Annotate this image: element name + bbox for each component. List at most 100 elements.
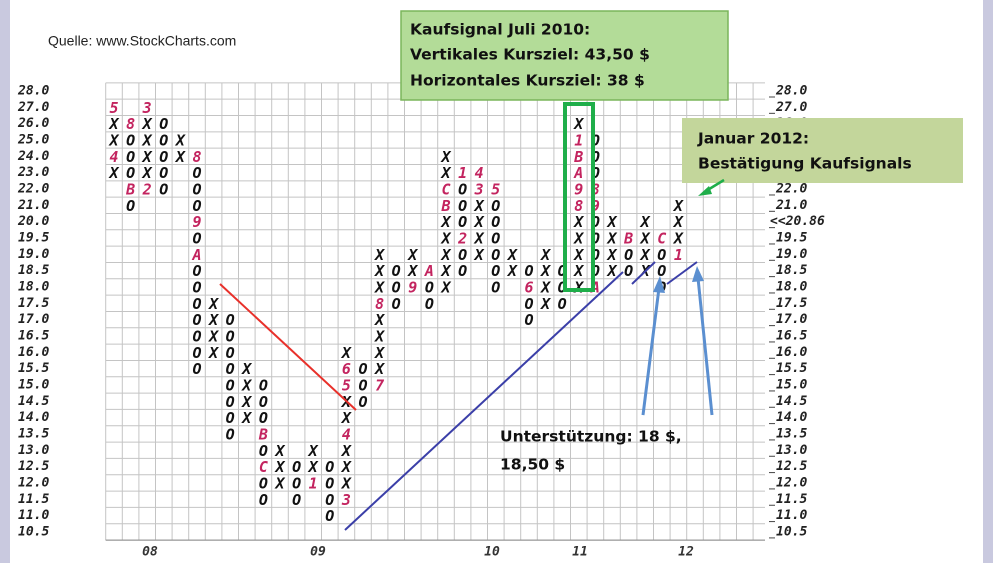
box-mark: X <box>605 229 617 247</box>
box-mark: O <box>226 311 235 329</box>
y-tick-label: 15.5 <box>18 361 49 376</box>
box-mark: O <box>325 491 334 509</box>
box-mark: O <box>259 474 268 492</box>
y-tick-label: 14.0 <box>18 410 49 425</box>
y-tick-label-right: 10.5 <box>776 524 807 539</box>
box-mark: X <box>141 115 153 133</box>
box-mark: O <box>591 164 600 182</box>
month-mark: 9 <box>192 213 201 231</box>
month-mark: 1 <box>309 474 318 492</box>
box-mark: X <box>539 246 551 264</box>
signal-column-frame <box>563 102 595 292</box>
box-mark: X <box>572 115 584 133</box>
month-mark: 8 <box>375 295 384 313</box>
month-mark: B <box>125 180 135 198</box>
box-mark: O <box>159 131 168 149</box>
y-tick-label-right: 22.0 <box>775 181 807 196</box>
box-mark: X <box>406 246 418 264</box>
box-mark: O <box>358 376 367 394</box>
y-tick-label-right: 27.0 <box>775 100 807 115</box>
box-mark: O <box>491 197 500 215</box>
box-mark: X <box>240 393 252 411</box>
box-mark: O <box>292 458 301 476</box>
box-mark: X <box>273 458 285 476</box>
box-mark: X <box>373 278 385 296</box>
arrow <box>641 287 661 416</box>
source: Quelle: www.StockCharts.com <box>48 33 236 49</box>
box-mark: O <box>126 131 135 149</box>
box-mark: O <box>657 262 666 280</box>
box-mark: O <box>159 115 168 133</box>
y-tick-label: 26.0 <box>17 116 49 131</box>
box-mark: O <box>657 246 666 264</box>
y-tick-label-right: 15.5 <box>776 361 807 376</box>
box-mark: X <box>672 229 684 247</box>
box-mark: O <box>192 262 201 280</box>
box-mark: X <box>240 376 252 394</box>
note-line: Bestätigung Kaufsignals <box>698 155 912 173</box>
box-mark: O <box>259 491 268 509</box>
month-mark: 8 <box>591 180 600 198</box>
year-label: 09 <box>310 545 326 560</box>
month-mark: 3 <box>341 491 351 509</box>
y-tick-label: 16.5 <box>18 328 49 343</box>
month-mark: 5 <box>109 99 118 117</box>
y-tick-label: 27.0 <box>17 100 49 115</box>
box-mark: X <box>373 327 385 345</box>
y-tick-label: 15.0 <box>18 377 49 392</box>
box-mark: O <box>558 278 567 296</box>
box-mark: X <box>273 474 285 492</box>
box-mark: X <box>473 197 485 215</box>
month-mark: A <box>573 164 583 182</box>
box-mark: X <box>307 458 319 476</box>
y-tick-label-right: 13.5 <box>776 426 807 441</box>
box-mark: X <box>572 262 584 280</box>
box-mark: O <box>591 131 600 149</box>
box-mark: X <box>439 148 451 166</box>
box-mark: X <box>240 360 252 378</box>
support-note: Unterstützung: 18 $, <box>500 428 682 446</box>
y-tick-label: 22.0 <box>17 181 49 196</box>
y-tick-label: 24.0 <box>17 149 49 164</box>
month-mark: 3 <box>142 99 152 117</box>
month-mark: 5 <box>491 180 500 198</box>
box-mark: X <box>439 213 451 231</box>
arrow-head <box>653 276 665 293</box>
month-mark: 2 <box>142 180 152 198</box>
arrow <box>696 277 714 416</box>
box-mark: X <box>672 197 684 215</box>
y-tick-label-right: 11.0 <box>776 508 807 523</box>
box-mark: X <box>473 213 485 231</box>
box-mark: O <box>192 360 201 378</box>
y-tick-label: 11.0 <box>18 508 49 523</box>
box-mark: O <box>558 295 567 313</box>
box-mark: O <box>226 376 235 394</box>
signal-note: Kaufsignal Juli 2010: Vertikales Kurszie… <box>400 10 729 101</box>
month-mark: 3 <box>474 180 484 198</box>
y-tick-label: 19.5 <box>18 230 49 245</box>
box-mark: O <box>558 262 567 280</box>
month-mark: 4 <box>109 148 118 166</box>
month-mark: 1 <box>574 131 583 149</box>
box-mark: X <box>639 229 651 247</box>
box-mark: O <box>126 164 135 182</box>
y-tick-label: 18.5 <box>18 263 49 278</box>
box-mark: X <box>373 262 385 280</box>
y-tick-label: 23.0 <box>17 165 49 180</box>
month-mark: B <box>623 229 633 247</box>
box-mark: O <box>491 213 500 231</box>
box-mark: X <box>307 442 319 460</box>
box-mark: O <box>591 148 600 166</box>
month-mark: 1 <box>674 246 683 264</box>
month-mark: B <box>573 148 583 166</box>
box-mark: O <box>458 262 467 280</box>
box-mark: O <box>226 327 235 345</box>
box-mark: O <box>259 442 268 460</box>
y-tick-label-right: 16.0 <box>776 345 807 360</box>
y-tick-label: 20.0 <box>17 214 49 229</box>
month-mark: A <box>424 262 434 280</box>
box-mark: X <box>572 213 584 231</box>
y-tick-label: 17.0 <box>18 312 49 327</box>
box-mark: X <box>605 213 617 231</box>
